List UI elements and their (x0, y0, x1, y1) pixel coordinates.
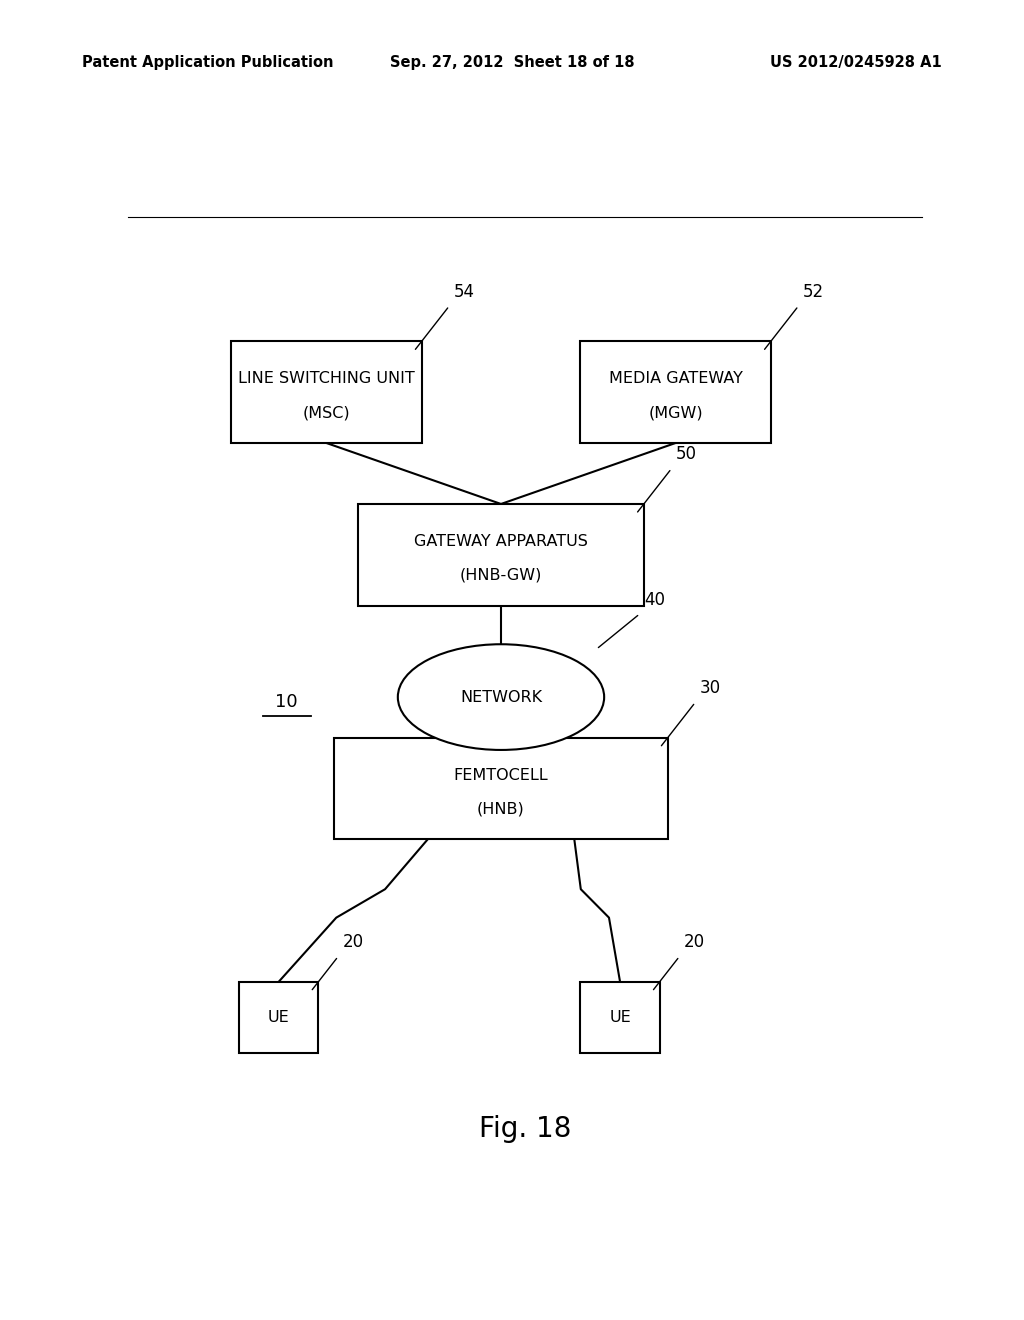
Text: LINE SWITCHING UNIT: LINE SWITCHING UNIT (238, 371, 415, 387)
Text: (MSC): (MSC) (302, 405, 350, 420)
Text: 20: 20 (684, 933, 705, 952)
Text: (HNB): (HNB) (477, 801, 525, 816)
Text: 52: 52 (803, 282, 823, 301)
Text: NETWORK: NETWORK (460, 689, 542, 705)
Text: 50: 50 (676, 445, 696, 463)
Text: Patent Application Publication: Patent Application Publication (82, 55, 334, 70)
Text: 20: 20 (342, 933, 364, 952)
Text: (HNB-GW): (HNB-GW) (460, 568, 542, 582)
Text: Fig. 18: Fig. 18 (478, 1115, 571, 1143)
Bar (358, 504, 644, 606)
Text: MEDIA GATEWAY: MEDIA GATEWAY (608, 371, 742, 387)
Text: 10: 10 (275, 693, 298, 711)
Text: Sep. 27, 2012  Sheet 18 of 18: Sep. 27, 2012 Sheet 18 of 18 (390, 55, 634, 70)
Bar (581, 342, 771, 444)
Text: UE: UE (609, 1010, 631, 1024)
Bar (240, 982, 318, 1053)
Ellipse shape (397, 644, 604, 750)
Text: (MGW): (MGW) (648, 405, 702, 420)
Bar (334, 738, 668, 840)
Bar (581, 982, 659, 1053)
Text: UE: UE (268, 1010, 290, 1024)
Bar (231, 342, 422, 444)
Text: 40: 40 (644, 590, 665, 609)
Text: US 2012/0245928 A1: US 2012/0245928 A1 (770, 55, 942, 70)
Text: 30: 30 (699, 678, 721, 697)
Text: 54: 54 (454, 282, 474, 301)
Text: FEMTOCELL: FEMTOCELL (454, 768, 548, 783)
Text: GATEWAY APPARATUS: GATEWAY APPARATUS (414, 535, 588, 549)
